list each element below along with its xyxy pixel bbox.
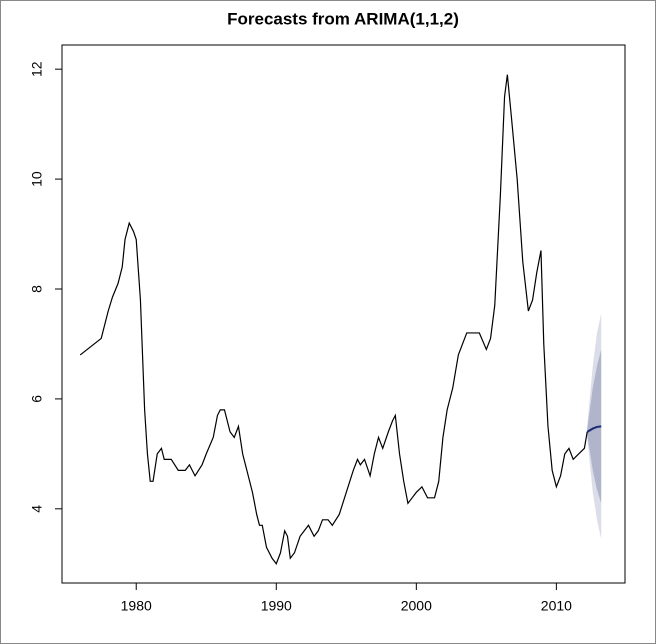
- plot-box: [61, 44, 626, 584]
- x-tick-label: 1980: [121, 598, 152, 614]
- x-tick-label: 2000: [401, 598, 432, 614]
- y-tick-label: 4: [29, 505, 45, 513]
- series-line: [586, 425, 602, 433]
- x-tick-label: 2010: [541, 598, 572, 614]
- forecast-interval: [587, 349, 602, 504]
- series-line: [79, 74, 588, 565]
- x-tick-label: 1990: [261, 598, 292, 614]
- chart-title: Forecasts from ARIMA(1,1,2): [227, 9, 459, 28]
- y-tick-label: 6: [29, 395, 45, 403]
- y-tick-label: 8: [29, 285, 45, 293]
- y-tick-label: 10: [29, 171, 45, 187]
- y-tick-label: 12: [29, 61, 45, 77]
